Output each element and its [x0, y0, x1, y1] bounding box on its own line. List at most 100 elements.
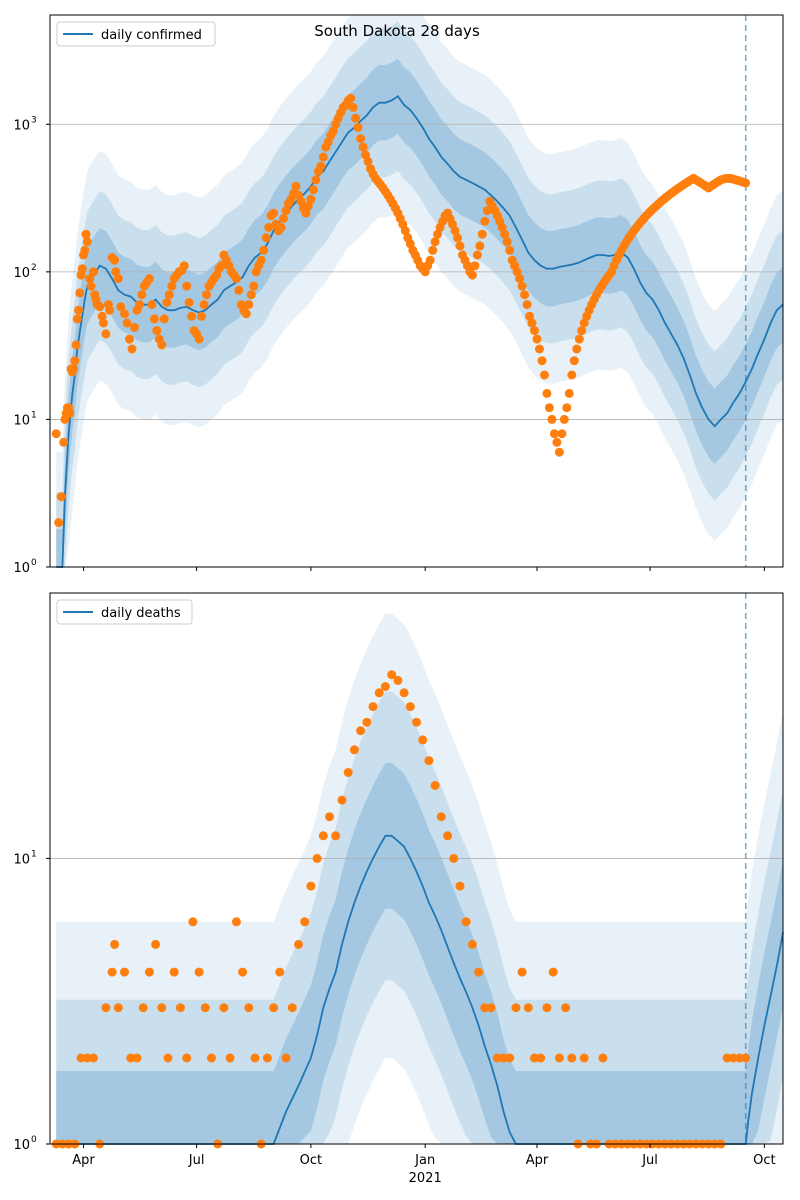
data-point [194, 334, 204, 344]
data-point [125, 334, 134, 344]
band-2 [56, 691, 783, 1144]
data-point [311, 175, 321, 185]
data-point [735, 1053, 744, 1063]
data-point [244, 1003, 254, 1013]
data-point [562, 403, 572, 413]
data-point [540, 370, 549, 380]
data-point [475, 241, 485, 251]
data-point [455, 241, 465, 251]
legend-box-1 [56, 21, 216, 47]
data-point [138, 1003, 148, 1013]
data-point [567, 1053, 577, 1063]
data-point [393, 675, 403, 685]
data-point [430, 781, 440, 790]
x-tick-label: Apr [72, 1153, 95, 1168]
data-point [428, 245, 438, 255]
data-point [557, 429, 567, 439]
data-points-1 [51, 93, 751, 528]
axes-frame-2 [49, 592, 784, 1145]
data-point [157, 1003, 167, 1013]
data-point [348, 102, 358, 112]
data-point [231, 917, 241, 927]
data-point [561, 1003, 571, 1013]
data-point [549, 429, 559, 439]
data-point [470, 261, 480, 271]
data-point [296, 196, 306, 206]
axes-frame-1 [49, 14, 784, 568]
data-point [279, 214, 289, 223]
data-point [387, 670, 397, 680]
y-tick-exponent: 0 [31, 558, 37, 568]
data-point [505, 1053, 515, 1063]
x-tick-label: Jan [414, 1153, 435, 1168]
data-point [244, 300, 254, 310]
data-point [433, 229, 443, 239]
legend-label-1: daily confirmed [101, 28, 202, 43]
data-point [101, 1003, 111, 1013]
data-point [157, 340, 167, 350]
data-point [269, 208, 279, 218]
data-point [502, 237, 512, 247]
data-point [300, 917, 310, 927]
data-point [547, 414, 557, 424]
data-point [132, 1053, 142, 1063]
data-point [598, 1053, 608, 1063]
data-point [325, 812, 334, 822]
data-point [567, 370, 577, 380]
data-point [405, 702, 415, 712]
x-year-label: 2021 [409, 1171, 442, 1186]
data-point [95, 302, 105, 312]
data-point [425, 255, 435, 265]
data-point [424, 756, 434, 766]
data-point [194, 967, 204, 977]
data-point [356, 726, 366, 736]
data-point [246, 290, 256, 300]
legend-1: daily confirmed [56, 21, 216, 47]
data-point [294, 939, 303, 949]
data-point [287, 1003, 297, 1013]
data-point [522, 300, 532, 310]
data-point [276, 222, 286, 232]
data-point [135, 300, 144, 310]
data-point [400, 226, 410, 236]
y-tick-label: 10 [13, 852, 30, 867]
data-point [241, 309, 251, 319]
data-point [75, 288, 85, 298]
x-tick-label: Jul [641, 1153, 658, 1168]
data-point [275, 967, 285, 977]
data-point [110, 939, 120, 949]
data-point [467, 270, 477, 280]
data-point [449, 853, 459, 863]
data-point [512, 267, 522, 277]
data-point [69, 364, 79, 374]
data-point [76, 1053, 86, 1063]
data-point [86, 281, 96, 291]
data-point [418, 735, 428, 745]
band-3 [56, 762, 783, 1144]
data-point [517, 967, 527, 977]
data-point [127, 344, 137, 354]
data-point [81, 229, 91, 239]
data-point [259, 245, 269, 255]
data-point [65, 408, 75, 418]
y-tick-exponent: 1 [31, 410, 37, 420]
data-point [74, 305, 84, 315]
y-tick-exponent: 3 [31, 115, 37, 125]
y-tick-label: 10 [13, 413, 30, 428]
data-point [238, 967, 248, 977]
data-point [207, 1053, 216, 1063]
data-point [374, 688, 384, 698]
data-point [262, 1053, 272, 1063]
data-point [515, 274, 525, 284]
data-point [89, 1053, 98, 1063]
data-point [380, 682, 390, 691]
data-point [101, 329, 111, 339]
data-point [358, 142, 368, 152]
data-point [137, 290, 147, 300]
data-point [430, 237, 440, 247]
data-point [517, 281, 527, 291]
data-point [149, 314, 159, 324]
data-point [234, 285, 244, 295]
